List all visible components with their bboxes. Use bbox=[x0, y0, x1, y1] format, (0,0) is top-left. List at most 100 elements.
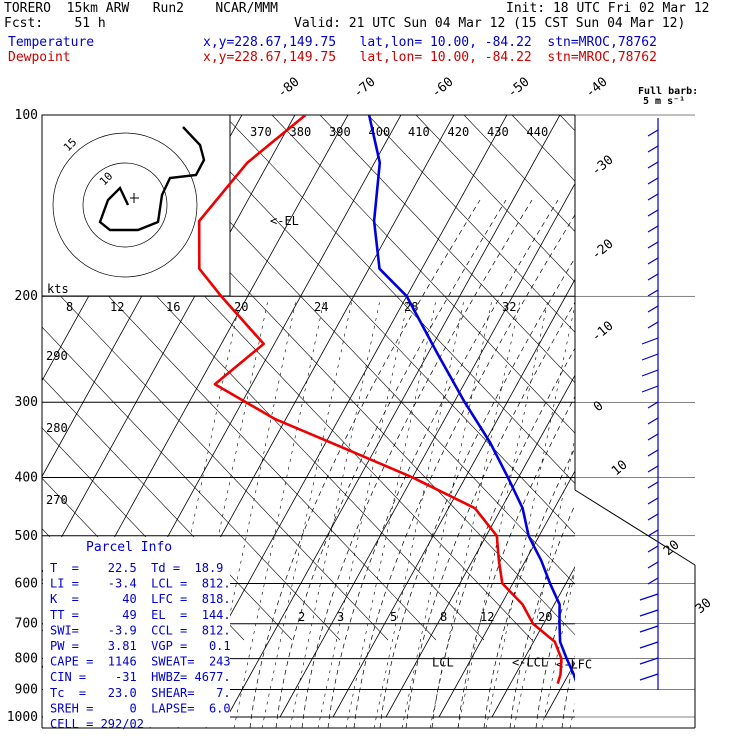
mixing-ratio-label: 24 bbox=[314, 300, 328, 314]
wind-barb-legend: 5 m s⁻¹ bbox=[643, 96, 685, 107]
isotherm bbox=[544, 661, 575, 718]
isotherm-label: -80 bbox=[275, 74, 303, 101]
parcel-info-title: Parcel Info bbox=[86, 540, 172, 555]
parcel-info-row: CAPE = 1146 SWEAT= 243 bbox=[50, 655, 231, 669]
mixing-ratio-line bbox=[289, 299, 381, 728]
hodograph-center bbox=[130, 193, 139, 203]
isotherm-label: -30 bbox=[589, 152, 617, 179]
wind-barb bbox=[639, 609, 659, 617]
mixing-ratio-line bbox=[261, 299, 353, 728]
mixing-ratio-label: 8 bbox=[66, 300, 73, 314]
dry-adiabat bbox=[704, 115, 740, 640]
mixing-ratio-label: 8 bbox=[440, 610, 447, 624]
wind-barb bbox=[647, 449, 659, 457]
hodograph-ring bbox=[82, 162, 168, 248]
hodograph-trace bbox=[98, 126, 206, 232]
mixing-ratio-label: 20 bbox=[538, 610, 552, 624]
mixing-ratio-line bbox=[513, 436, 575, 728]
pressure-tick-label: 900 bbox=[15, 682, 38, 697]
mixing-ratio-line bbox=[457, 299, 549, 728]
theta-label: 410 bbox=[408, 125, 430, 139]
parcel-info-row: PW = 3.81 VGP = 0.1 bbox=[50, 639, 231, 653]
parcel-info-row: TT = 49 EL = 144. bbox=[50, 608, 231, 622]
wind-barb bbox=[647, 513, 659, 521]
theta-label-left: 280 bbox=[46, 421, 68, 435]
theta-label-left: 290 bbox=[46, 349, 68, 363]
hodograph-units: kts bbox=[47, 282, 69, 296]
theta-label-left: 270 bbox=[46, 493, 68, 507]
header-title: TORERO 15km ARW Run2 NCAR/MMM bbox=[4, 1, 278, 16]
theta-label: 440 bbox=[527, 125, 549, 139]
right-axis-diagonal bbox=[574, 489, 696, 566]
isotherm-label: -40 bbox=[583, 74, 611, 101]
dry-adiabat bbox=[559, 115, 575, 132]
moist-adiabat bbox=[588, 200, 740, 728]
dry-adiabat bbox=[42, 225, 437, 641]
moist-adiabat bbox=[379, 257, 575, 728]
dry-adiabat bbox=[463, 115, 575, 232]
moist-adiabat bbox=[509, 503, 575, 728]
pressure-tick-label: 700 bbox=[15, 617, 38, 632]
wind-barb bbox=[647, 481, 659, 489]
mixing-ratio-line bbox=[345, 299, 437, 728]
wind-barb bbox=[647, 241, 659, 249]
wind-barb bbox=[647, 417, 659, 425]
location-info-temperature: x,y=228.67,149.75 lat,lon= 10.00, -84.22… bbox=[203, 35, 657, 50]
pressure-tick-label: 100 bbox=[15, 108, 38, 123]
isotherm-label: 20 bbox=[661, 538, 683, 560]
theta-label: 430 bbox=[487, 125, 509, 139]
mixing-ratio-label: 12 bbox=[110, 300, 124, 314]
wind-barb bbox=[647, 465, 659, 473]
pressure-tick-label: 800 bbox=[15, 652, 38, 667]
mixing-ratio-line bbox=[373, 299, 465, 728]
dewpoint-profile bbox=[197, 115, 563, 684]
moist-adiabat bbox=[457, 395, 575, 728]
moist-adiabat bbox=[327, 199, 559, 728]
wind-barb bbox=[647, 273, 659, 281]
isotherm bbox=[279, 182, 575, 718]
temperature-profile bbox=[367, 115, 575, 683]
parcel-info-row: T = 22.5 Td = 18.9 bbox=[50, 561, 223, 575]
wind-barb bbox=[639, 593, 659, 601]
isotherm-label: 0 bbox=[591, 399, 607, 416]
mixing-ratio-line bbox=[485, 303, 575, 728]
wind-barb bbox=[647, 161, 659, 169]
wind-barb bbox=[647, 545, 659, 553]
wind-barb bbox=[639, 625, 659, 633]
parcel-info-row: SREH = 0 LAPSE= 6.0 bbox=[50, 701, 231, 715]
wind-barb bbox=[647, 401, 659, 409]
pressure-tick-label: 500 bbox=[15, 529, 38, 544]
mixing-ratio-label: 16 bbox=[166, 300, 180, 314]
wind-barb bbox=[647, 177, 659, 185]
wind-barb bbox=[647, 433, 659, 441]
wind-barb bbox=[647, 497, 659, 505]
wind-barb bbox=[641, 337, 659, 345]
dry-adiabat bbox=[0, 115, 4, 640]
dry-adiabat bbox=[367, 115, 575, 333]
parcel-info-panel bbox=[43, 537, 230, 727]
theta-label: 370 bbox=[250, 125, 272, 139]
mixing-ratio-label: 20 bbox=[234, 300, 248, 314]
isotherm-label: -20 bbox=[589, 236, 617, 263]
legend-temperature: Temperature bbox=[8, 35, 95, 50]
parcel-info-row: LI = -3.4 LCL = 812. bbox=[50, 577, 231, 591]
dry-adiabat bbox=[415, 115, 575, 283]
dry-adiabat bbox=[319, 115, 575, 384]
moist-adiabat bbox=[405, 301, 575, 728]
dry-adiabat bbox=[271, 115, 575, 434]
wind-barb bbox=[647, 129, 659, 137]
wind-barb bbox=[647, 289, 659, 297]
hodograph-ring bbox=[52, 132, 198, 278]
mixing-ratio-label: 5 bbox=[390, 610, 397, 624]
isotherm bbox=[385, 374, 575, 718]
mixing-ratio-line bbox=[401, 299, 493, 728]
wind-barb bbox=[639, 641, 659, 649]
wind-barb bbox=[639, 657, 659, 665]
annotation-label: LCL bbox=[432, 656, 454, 670]
annotation-label: <-LCL bbox=[512, 656, 548, 670]
mixing-ratio-label: 12 bbox=[480, 610, 494, 624]
pressure-tick-label: 400 bbox=[15, 470, 38, 485]
theta-label: 420 bbox=[448, 125, 470, 139]
isotherm-label: -50 bbox=[505, 74, 533, 101]
